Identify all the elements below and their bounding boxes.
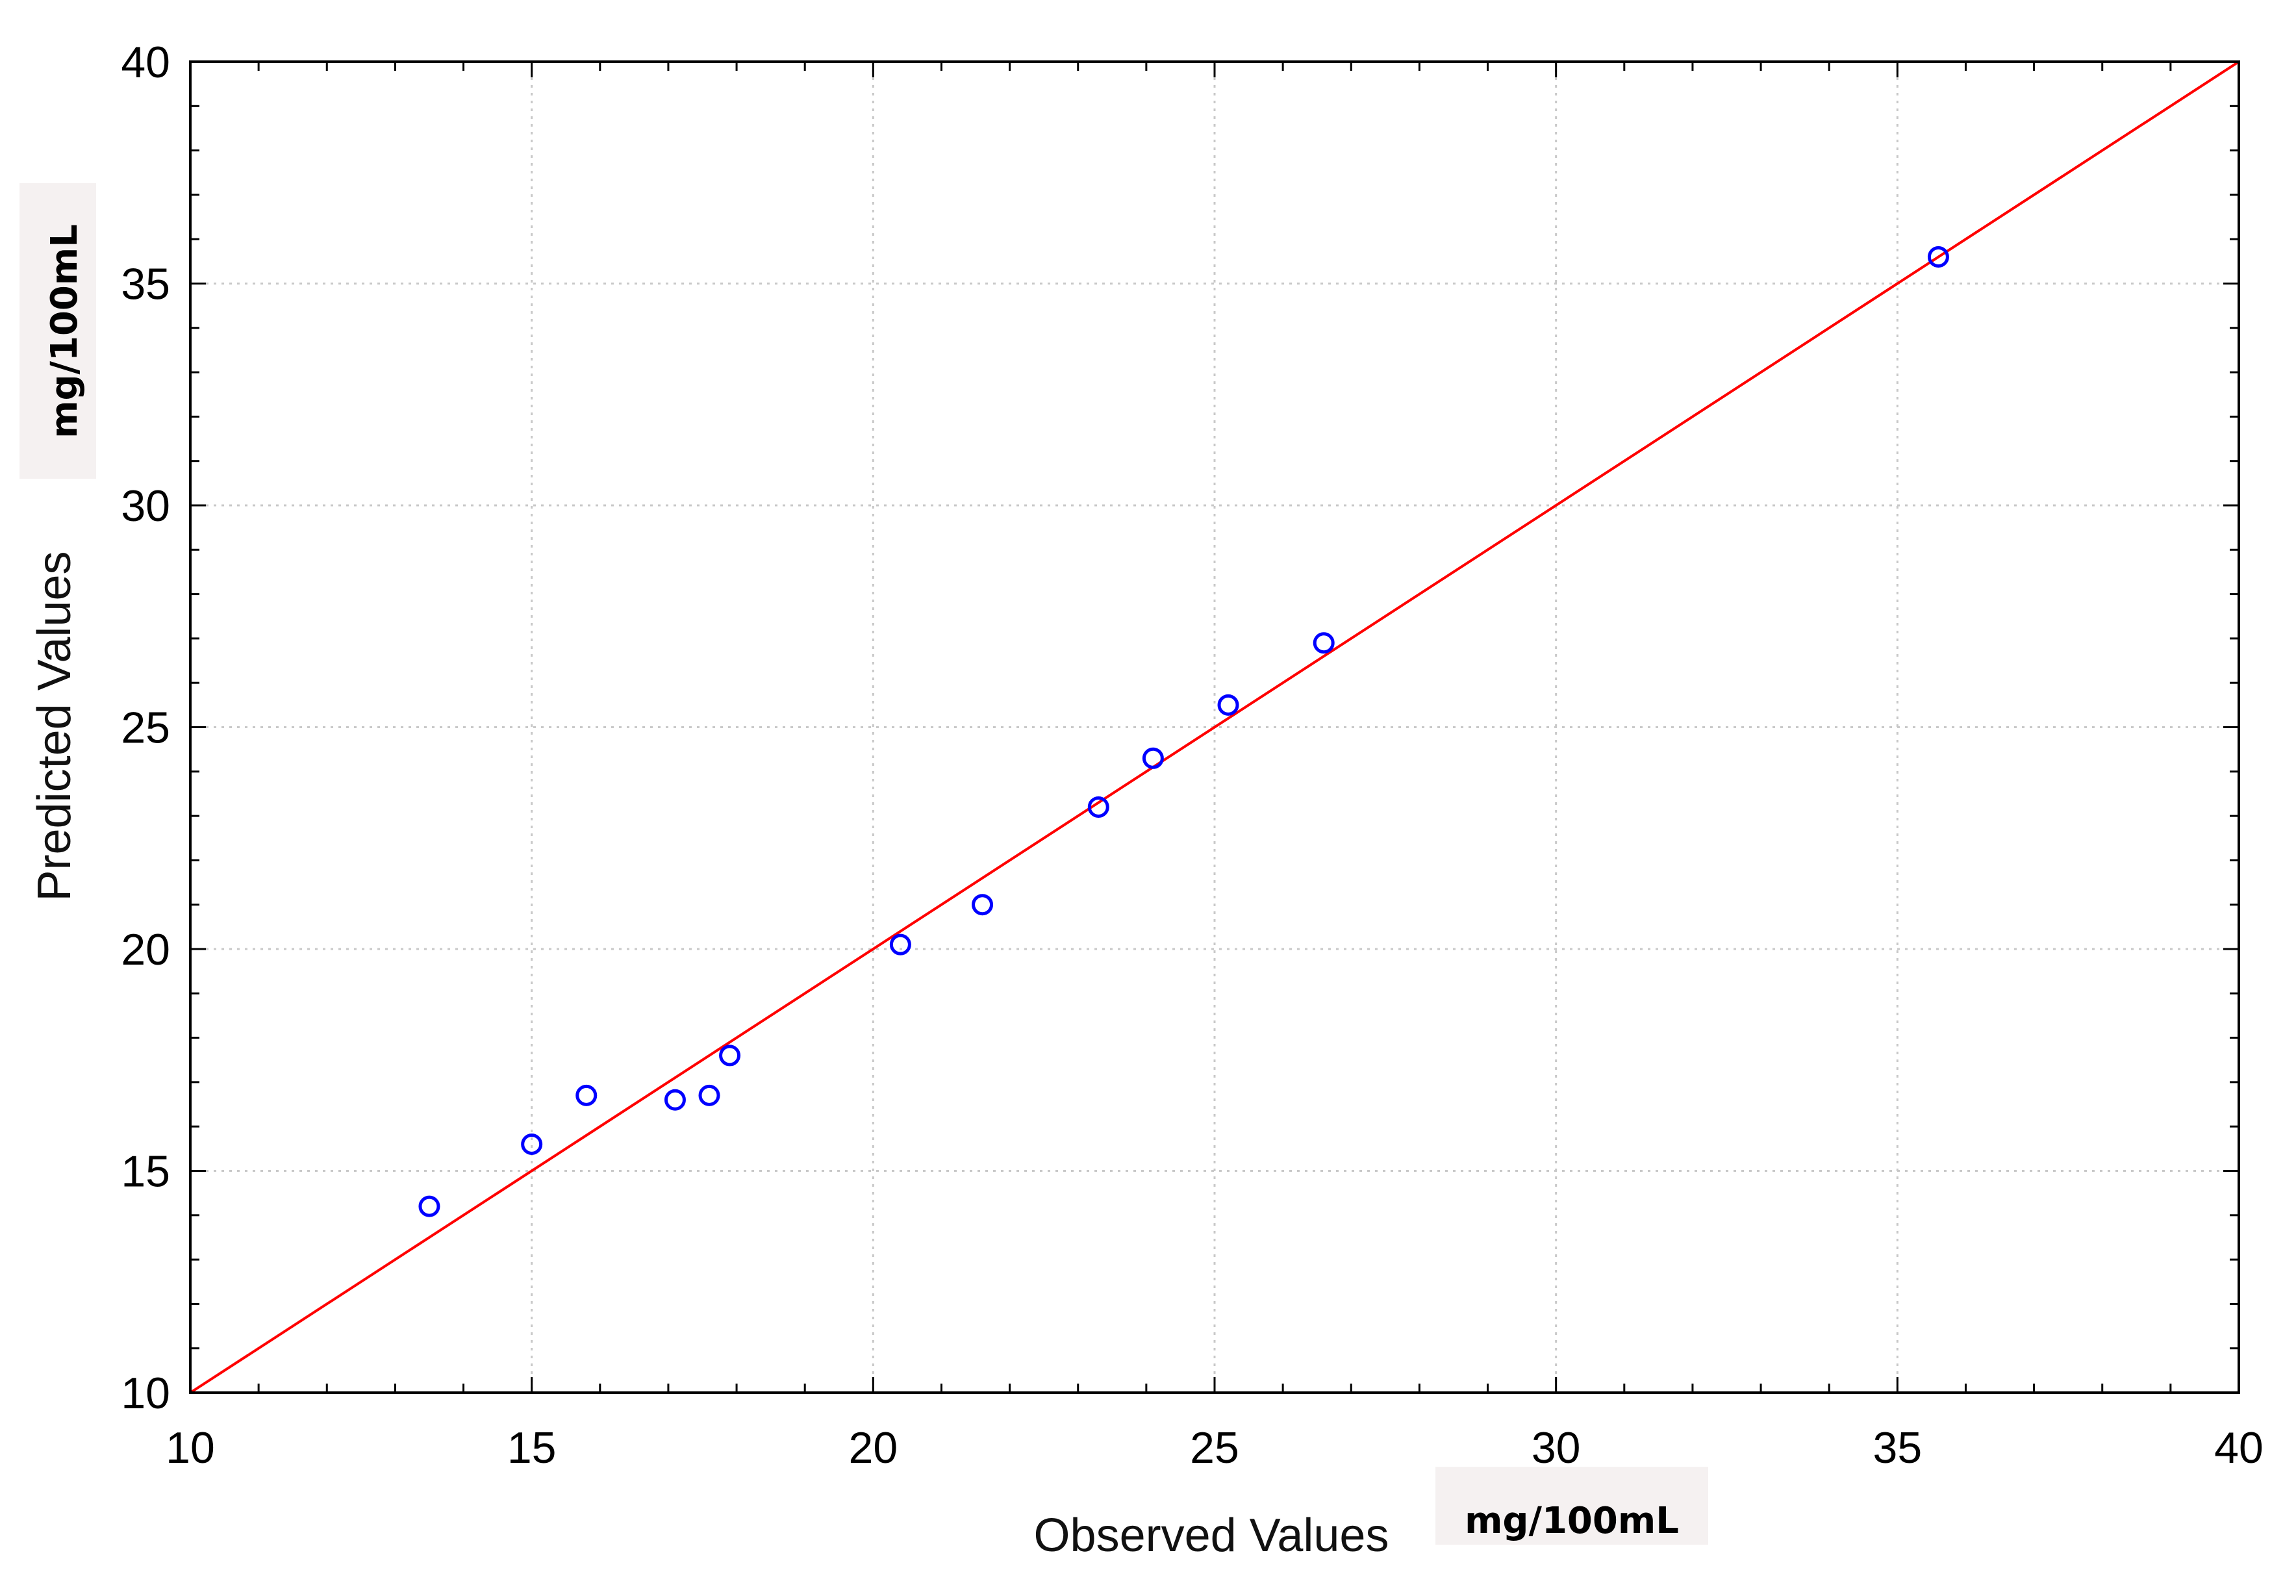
x-axis-title: Observed Values: [1034, 1510, 1389, 1562]
x-tick-label: 35: [1873, 1423, 1923, 1473]
y-tick-label: 10: [121, 1369, 170, 1418]
y-tick-label: 30: [121, 481, 170, 531]
x-tick-label: 15: [507, 1423, 557, 1473]
data-point: [575, 1084, 598, 1106]
data-point: [418, 1195, 440, 1217]
reference-line: [189, 60, 2240, 1394]
x-tick-label: 10: [166, 1423, 215, 1473]
data-points: [418, 246, 1949, 1217]
reference-line-layer: [189, 60, 2240, 1394]
y-tick-label: 35: [121, 260, 170, 309]
unit-label-background-y: [19, 183, 96, 479]
data-point: [1217, 694, 1239, 716]
y-tick-labels: 10 15 20 25 30 35 40: [121, 38, 170, 1418]
data-point: [664, 1089, 686, 1111]
data-point: [1142, 747, 1164, 769]
x-tick-label: 20: [849, 1423, 898, 1473]
data-point: [1927, 246, 1949, 268]
unit-label-background-x: [1435, 1467, 1708, 1545]
y-tick-label: 15: [121, 1147, 170, 1197]
x-tick-label: 25: [1190, 1423, 1239, 1473]
data-point: [1313, 632, 1335, 654]
x-axis-unit: mg/100mL: [1465, 1500, 1679, 1542]
plot-frame: [189, 60, 2240, 1394]
y-axis-title: Predicted Values: [29, 551, 81, 902]
x-tick-labels: 10 15 20 25 30 35 40: [166, 1423, 2264, 1473]
data-point: [889, 933, 911, 956]
x-tick-label: 40: [2214, 1423, 2264, 1473]
data-point: [521, 1134, 543, 1156]
data-point: [719, 1045, 741, 1067]
y-tick-label: 20: [121, 925, 170, 974]
y-tick-label: 40: [121, 38, 170, 87]
x-tick-label: 30: [1532, 1423, 1581, 1473]
data-point: [698, 1084, 720, 1106]
y-axis-unit: mg/100mL: [44, 224, 86, 438]
y-tick-label: 25: [121, 703, 170, 753]
data-point: [1087, 796, 1109, 818]
data-point: [972, 894, 994, 916]
